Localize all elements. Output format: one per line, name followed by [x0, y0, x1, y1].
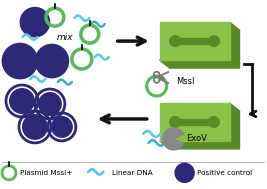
Text: MssI: MssI [176, 77, 194, 86]
Polygon shape [230, 103, 239, 149]
Polygon shape [160, 22, 230, 60]
Circle shape [177, 165, 193, 181]
Polygon shape [160, 60, 239, 68]
Circle shape [21, 8, 49, 36]
Circle shape [170, 117, 180, 127]
Circle shape [209, 36, 219, 46]
Circle shape [51, 116, 73, 138]
Circle shape [9, 88, 35, 114]
Text: Plasmid MssI+: Plasmid MssI+ [20, 170, 72, 176]
Wedge shape [163, 128, 184, 150]
Polygon shape [160, 141, 239, 149]
Text: Positive control: Positive control [197, 170, 252, 176]
Circle shape [22, 114, 48, 140]
Polygon shape [177, 119, 212, 125]
Polygon shape [230, 22, 239, 68]
Circle shape [3, 44, 37, 78]
Circle shape [38, 92, 62, 116]
Polygon shape [177, 38, 212, 44]
Polygon shape [160, 103, 230, 141]
Text: ExoV: ExoV [187, 134, 207, 143]
Circle shape [36, 45, 68, 77]
Text: mix: mix [57, 33, 73, 42]
Circle shape [170, 36, 180, 46]
Circle shape [209, 117, 219, 127]
Text: Linear DNA: Linear DNA [112, 170, 152, 176]
